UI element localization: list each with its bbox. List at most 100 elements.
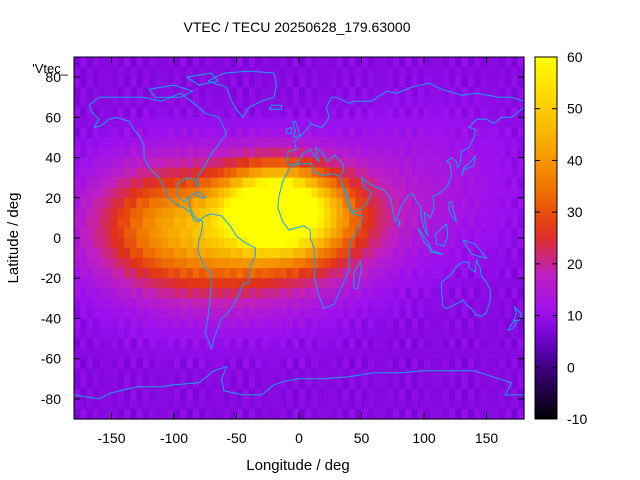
heatmap-cell [392, 378, 400, 390]
heatmap-cell [342, 368, 350, 380]
heatmap-cell [474, 328, 481, 340]
heatmap-cell [136, 348, 144, 360]
heatmap-cell [436, 328, 444, 340]
heatmap-cell [142, 177, 150, 189]
heatmap-cell [161, 398, 169, 410]
heatmap-cell [199, 368, 206, 380]
heatmap-cell [105, 298, 113, 309]
heatmap-cell [167, 318, 175, 330]
heatmap-cell [205, 248, 213, 259]
heatmap-cell [342, 348, 350, 360]
heatmap-cell [405, 408, 413, 420]
heatmap-cell [142, 77, 150, 88]
heatmap-cell [80, 57, 88, 68]
heatmap-cell [455, 248, 463, 259]
heatmap-cell [155, 87, 163, 98]
heatmap-cell [92, 238, 100, 249]
heatmap-cell [461, 227, 469, 239]
heatmap-cell [436, 77, 444, 88]
heatmap-cell [199, 278, 206, 289]
heatmap-cell [224, 338, 231, 350]
heatmap-cell [236, 87, 244, 98]
heatmap-cell [180, 117, 188, 128]
heatmap-cell [492, 137, 500, 149]
heatmap-cell [280, 157, 288, 169]
heatmap-cell [186, 137, 194, 149]
heatmap-cell [374, 227, 381, 239]
heatmap-cell [324, 207, 331, 219]
heatmap-cell [155, 217, 163, 229]
heatmap-cell [136, 368, 144, 380]
heatmap-cell [274, 248, 281, 259]
heatmap-cell [417, 157, 425, 169]
heatmap-cell [336, 408, 344, 420]
heatmap-cell [299, 187, 306, 199]
heatmap-cell [192, 298, 200, 309]
heatmap-cell [92, 187, 100, 199]
heatmap-cell [480, 358, 488, 370]
heatmap-cell [130, 328, 138, 340]
heatmap-cell [486, 238, 494, 249]
heatmap-cell [480, 227, 488, 239]
heatmap-cell [405, 177, 413, 189]
heatmap-cell [142, 187, 150, 199]
heatmap-cell [517, 97, 525, 108]
heatmap-cell [249, 368, 256, 380]
heatmap-cell [186, 358, 194, 370]
heatmap-cell [205, 57, 213, 68]
heatmap-cell [349, 197, 356, 209]
heatmap-cell [461, 217, 469, 229]
heatmap-cell [517, 137, 525, 149]
heatmap-cell [517, 107, 525, 118]
coastline-path [448, 201, 457, 223]
heatmap-cell [449, 288, 456, 299]
heatmap-cell [361, 67, 369, 78]
heatmap-cell [305, 338, 313, 350]
heatmap-cell [349, 238, 356, 249]
heatmap-cell [192, 217, 200, 229]
heatmap-cell [261, 207, 269, 219]
heatmap-cell [255, 278, 263, 289]
heatmap-cell [330, 298, 338, 309]
heatmap-cell [424, 87, 431, 98]
heatmap-cell [342, 207, 350, 219]
heatmap-cell [342, 378, 350, 390]
heatmap-cell [211, 268, 219, 279]
heatmap-cell [336, 207, 344, 219]
heatmap-cell [305, 388, 313, 400]
heatmap-cell [236, 67, 244, 78]
heatmap-cell [355, 388, 363, 400]
heatmap-cell [405, 308, 413, 320]
heatmap-cell [305, 197, 313, 209]
heatmap-cell [436, 348, 444, 360]
heatmap-cell [74, 137, 81, 149]
heatmap-cell [180, 107, 188, 118]
heatmap-cell [336, 187, 344, 199]
heatmap-cell [417, 197, 425, 209]
heatmap-cell [205, 117, 213, 128]
heatmap-cell [136, 358, 144, 370]
heatmap-cell [142, 217, 150, 229]
heatmap-cell [392, 338, 400, 350]
heatmap-cell [342, 87, 350, 98]
heatmap-cell [311, 217, 319, 229]
heatmap-cell [142, 368, 150, 380]
heatmap-cell [386, 227, 394, 239]
heatmap-cell [367, 268, 375, 279]
heatmap-cell [105, 117, 113, 128]
heatmap-cell [155, 167, 163, 179]
heatmap-cell [436, 97, 444, 108]
heatmap-cell [130, 137, 138, 149]
heatmap-cell [380, 248, 388, 259]
heatmap-cell [330, 368, 338, 380]
heatmap-cell [205, 157, 213, 169]
heatmap-cell [99, 167, 106, 179]
heatmap-cell [330, 408, 338, 420]
heatmap-cell [467, 167, 475, 179]
heatmap-cell [374, 107, 381, 118]
heatmap-cell [217, 398, 225, 410]
heatmap-cell [417, 137, 425, 149]
heatmap-cell [330, 177, 338, 189]
heatmap-cell [361, 77, 369, 88]
heatmap-cell [417, 318, 425, 330]
